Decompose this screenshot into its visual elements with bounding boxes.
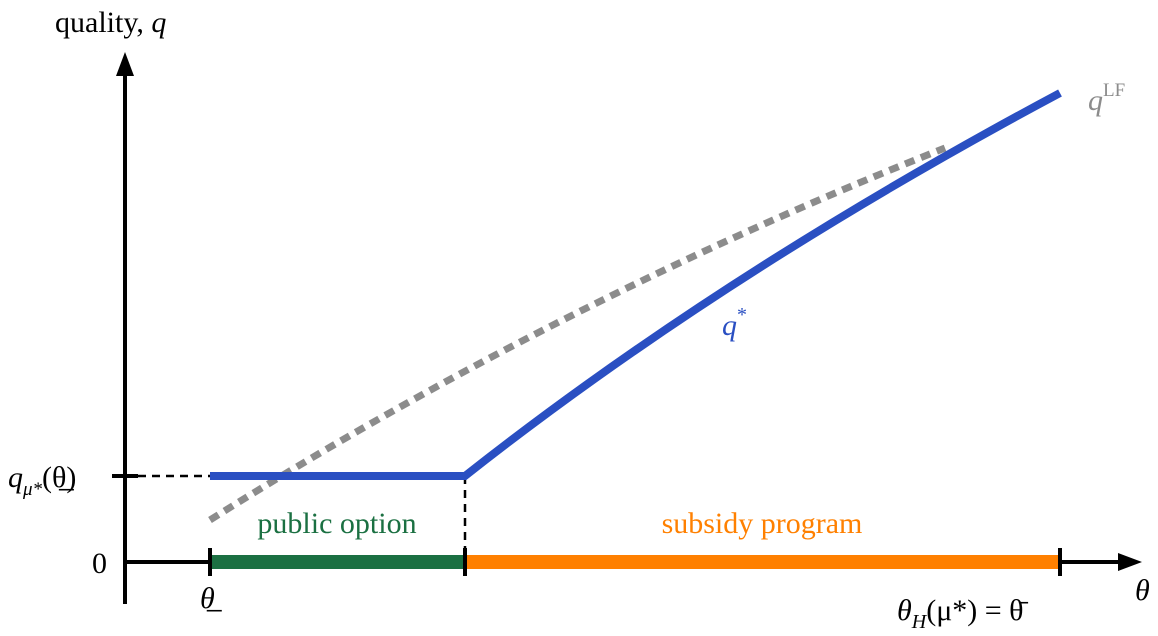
label-rest: (μ*) = θ̄ xyxy=(926,594,1028,627)
laissez-faire-curve xyxy=(208,144,947,523)
floor-quality-label: qμ*(θ̲) xyxy=(8,461,76,500)
subsidy-program-label: subsidy program xyxy=(662,507,863,540)
theta-low-label: θ̲ xyxy=(200,582,223,615)
label-superscript: LF xyxy=(1103,80,1125,101)
label-subscript: μ* xyxy=(22,479,43,500)
y-axis-label: quality, q xyxy=(55,6,166,39)
label-symbol: q xyxy=(1088,84,1103,117)
y-axis-arrow xyxy=(116,52,134,76)
x-axis-label: θ xyxy=(1135,574,1150,607)
x-axis-arrow xyxy=(1118,553,1142,571)
laissez-faire-label: qLF xyxy=(1088,80,1125,117)
label-symbol: q xyxy=(8,461,23,494)
label-subscript: H xyxy=(911,611,928,633)
label-base: θ xyxy=(897,594,912,627)
label-argument: (θ̲) xyxy=(42,461,76,494)
optimal-curve xyxy=(210,89,1062,480)
label-superscript: * xyxy=(737,304,747,326)
label-symbol: q xyxy=(151,6,166,39)
public-option-label: public option xyxy=(257,507,416,540)
theta-high-label: θH(μ*) = θ̄ xyxy=(897,594,1029,633)
optimal-label: q* xyxy=(722,304,747,342)
label-text: quality, xyxy=(55,6,144,39)
label-symbol: q xyxy=(722,309,737,342)
zero-label: 0 xyxy=(92,547,107,580)
